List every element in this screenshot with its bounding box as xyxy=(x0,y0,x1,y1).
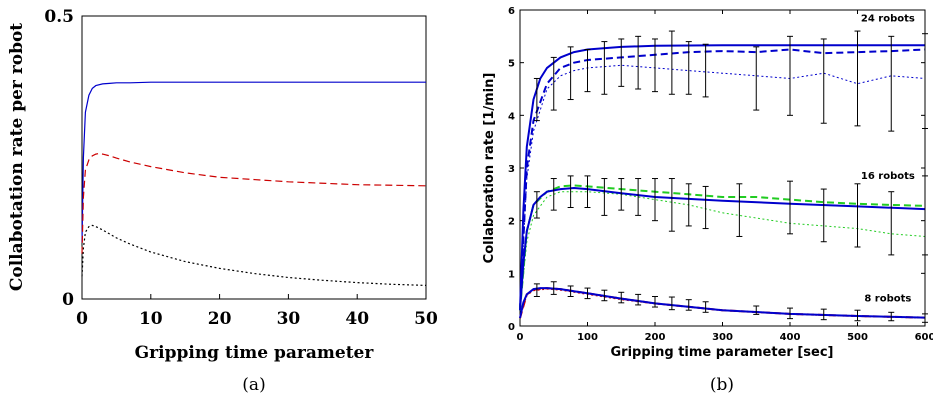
chart-a-xtick-label: 0 xyxy=(76,309,88,329)
chart-a-xtick-label: 20 xyxy=(208,309,232,329)
chart-b-xtick-label: 100 xyxy=(577,332,598,343)
chart-b-ytick-label: 5 xyxy=(508,59,515,70)
chart-b-xtick-label: 400 xyxy=(780,332,801,343)
chart-b-annotations: 24 robots 16 robots 8 robots xyxy=(861,13,915,304)
chart-a-series xyxy=(81,81,427,286)
chart-b-ytick-label: 1 xyxy=(508,269,515,280)
chart-b-xtick-label: 500 xyxy=(847,332,868,343)
chart-a-caption: (a) xyxy=(242,375,265,395)
chart-a-plot-frame xyxy=(81,15,427,300)
chart-a-ytick-label: 0.5 xyxy=(44,7,74,27)
chart-a-xtick-label: 40 xyxy=(345,309,369,329)
chart-b-group-2-dotted-line xyxy=(519,191,926,311)
chart-b-xtick-label: 0 xyxy=(517,332,524,343)
chart-b-xtick-label: 600 xyxy=(915,332,933,343)
chart-a-ylabel: Collabotation rate per robot xyxy=(7,23,27,291)
chart-a-series-line-1 xyxy=(81,81,426,243)
chart-b-annotation-1: 24 robots xyxy=(861,13,915,24)
chart-a-xlabel: Gripping time parameter xyxy=(135,343,375,363)
chart-b-group-3-model-line xyxy=(519,287,926,319)
chart-b-xlabel: Gripping time parameter [sec] xyxy=(611,345,834,360)
chart-b-ytick-label: 6 xyxy=(508,6,515,17)
chart-a-series-line-3 xyxy=(81,224,427,286)
chart-b-ytick-label: 4 xyxy=(508,111,515,122)
chart-b-ylabel: Collaboration rate [1/min] xyxy=(482,73,497,264)
chart-a-ticks: 0 10 20 30 40 50 0 0.5 xyxy=(44,7,438,329)
chart-b-series xyxy=(519,30,928,323)
chart-b-annotation-2: 16 robots xyxy=(861,171,915,182)
chart-b-ytick-label: 3 xyxy=(508,164,515,175)
chart-a-xtick-label: 50 xyxy=(414,309,438,329)
chart-b-xtick-label: 200 xyxy=(645,332,666,343)
chart-b-group-2-model-line xyxy=(519,186,926,311)
chart-a-series-line-2 xyxy=(81,152,427,254)
chart-b-group-1-model-line xyxy=(519,44,925,311)
chart-b-ytick-label: 2 xyxy=(508,217,515,228)
chart-b-plot-frame xyxy=(519,9,926,327)
chart-a-xtick-label: 10 xyxy=(139,309,163,329)
chart-b-xtick-label: 300 xyxy=(712,332,733,343)
chart-b-ytick-label: 0 xyxy=(508,322,515,333)
chart-b-caption: (b) xyxy=(710,375,734,395)
chart-b-annotation-3: 8 robots xyxy=(864,294,911,305)
chart-a-xtick-label: 30 xyxy=(277,309,301,329)
chart-b: 0 100 200 300 400 500 600 0 1 2 3 4 5 6 24 robots 16 r… xyxy=(482,6,933,395)
chart-a-ytick-label: 0 xyxy=(62,290,74,310)
